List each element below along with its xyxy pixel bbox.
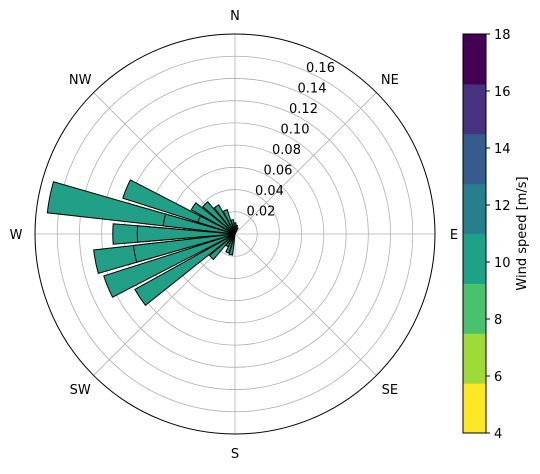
radial-tick-label: 0.08: [272, 143, 301, 158]
wind-bar: [230, 219, 236, 235]
wind-bar: [228, 233, 236, 256]
colorbar-tick-label: 10: [494, 256, 511, 271]
colorbar-segment: [463, 333, 486, 384]
colorbar-segment: [463, 133, 486, 185]
radial-tick-label: 0.16: [306, 61, 335, 76]
direction-label-se: SE: [382, 383, 398, 398]
wind-bar: [190, 202, 236, 235]
radial-tick-label: 0.06: [264, 163, 293, 178]
colorbar-segment: [463, 34, 486, 85]
radial-tick-label: 0.14: [298, 81, 327, 96]
radial-tick-label: 0.04: [255, 184, 284, 199]
colorbar-segment: [463, 383, 486, 434]
colorbar-tick-label: 18: [494, 28, 511, 43]
wind-bar: [234, 227, 239, 235]
colorbar-frame: [462, 33, 487, 434]
radial-tick-label: 0.12: [289, 102, 318, 117]
colorbar-tick-label: 6: [494, 370, 502, 385]
direction-label-ne: NE: [381, 73, 399, 88]
wind-bar: [213, 204, 236, 235]
colorbar: 4 6 8 10 12 14 16 18 Wind speed [m/s]: [462, 28, 530, 442]
colorbar-label: Wind speed [m/s]: [515, 176, 530, 290]
radial-tick-label: 0.10: [281, 122, 310, 137]
colorbar-tick-label: 4: [494, 427, 502, 442]
wind-bar: [134, 233, 236, 307]
colorbar-tick-label: 12: [494, 199, 511, 214]
angular-gridline: [234, 92, 377, 235]
wind-bar: [202, 201, 236, 235]
wind-bar: [225, 233, 236, 254]
direction-label-sw: SW: [70, 383, 91, 398]
colorbar-segment: [463, 183, 486, 234]
colorbar-segment: [463, 83, 486, 135]
polar-frame: [34, 33, 436, 435]
direction-label-s: S: [231, 447, 239, 462]
radial-tick-label: 0.02: [247, 204, 276, 219]
wind-bar: [132, 233, 236, 263]
wind-bar: [136, 225, 236, 243]
direction-label-n: N: [230, 9, 240, 24]
colorbar-tick-label: 8: [494, 313, 502, 328]
wind-bar: [103, 233, 236, 298]
wind-bar: [162, 213, 236, 235]
angular-gridline: [234, 233, 377, 376]
direction-label-e: E: [450, 228, 458, 243]
colorbar-tick-label: 16: [494, 85, 511, 100]
wind-bar: [208, 233, 236, 261]
wind-bar: [222, 209, 236, 235]
axis-labels: 0.02 0.04 0.06 0.08 0.10 0.12 0.14 0.16 N NE E SE S S…: [10, 9, 459, 462]
colorbar-segment: [463, 233, 486, 284]
colorbar-segment: [463, 283, 486, 334]
wind-bar: [197, 215, 236, 235]
direction-label-nw: NW: [69, 73, 92, 88]
wind-bars: [46, 179, 239, 307]
direction-label-w: W: [10, 228, 23, 243]
colorbar-tick-label: 14: [494, 142, 511, 157]
